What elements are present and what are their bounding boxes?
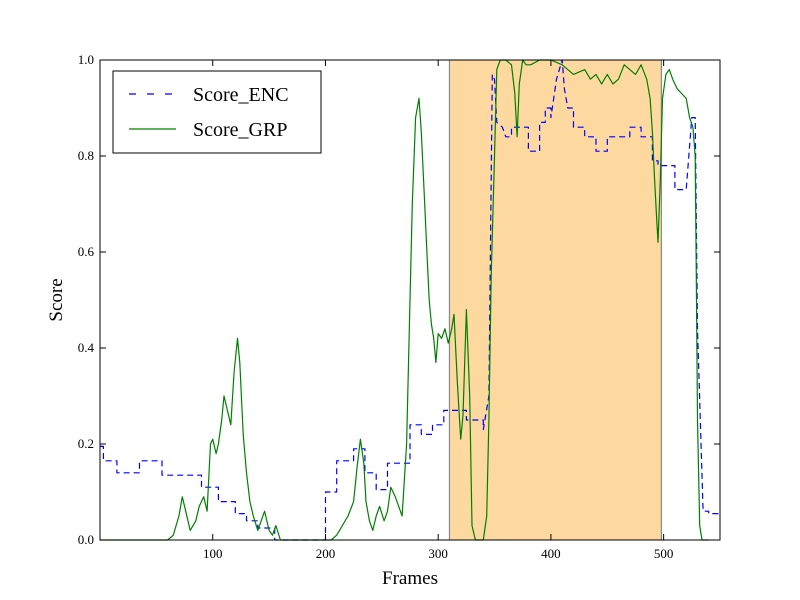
y-tick-label: 0.0 — [78, 532, 94, 547]
series-line-score-grp — [100, 59, 709, 541]
legend-label-score-enc: Score_ENC — [193, 84, 289, 106]
y-tick-label: 0.2 — [78, 436, 94, 451]
y-tick-label: 1.0 — [78, 52, 94, 67]
x-tick-label: 400 — [541, 546, 561, 561]
axes-layer — [99, 59, 721, 541]
series-line-score-enc — [100, 59, 720, 541]
x-tick-label: 100 — [203, 546, 223, 561]
x-tick-label: 200 — [316, 546, 336, 561]
x-axis-label: Frames — [382, 568, 438, 589]
x-tick-layer: 100 200 300 400 500 — [203, 60, 673, 561]
highlight-region — [449, 60, 662, 540]
y-tick-label: 0.4 — [78, 340, 95, 355]
y-tick-layer: 0.0 0.2 0.4 0.6 0.8 1.0 — [78, 52, 720, 547]
x-tick-label: 500 — [654, 546, 674, 561]
y-tick-label: 0.6 — [78, 244, 95, 259]
highlight-region-layer — [448, 60, 662, 540]
y-tick-label: 0.8 — [78, 148, 94, 163]
legend-label-score-grp: Score_GRP — [193, 119, 287, 141]
series-layer — [100, 59, 720, 541]
x-tick-label: 300 — [428, 546, 448, 561]
y-axis-label: Score — [46, 278, 67, 321]
legend-box — [112, 70, 322, 154]
legend: Score_ENC Score_GRP — [112, 70, 322, 154]
plot-frame — [99, 59, 721, 541]
